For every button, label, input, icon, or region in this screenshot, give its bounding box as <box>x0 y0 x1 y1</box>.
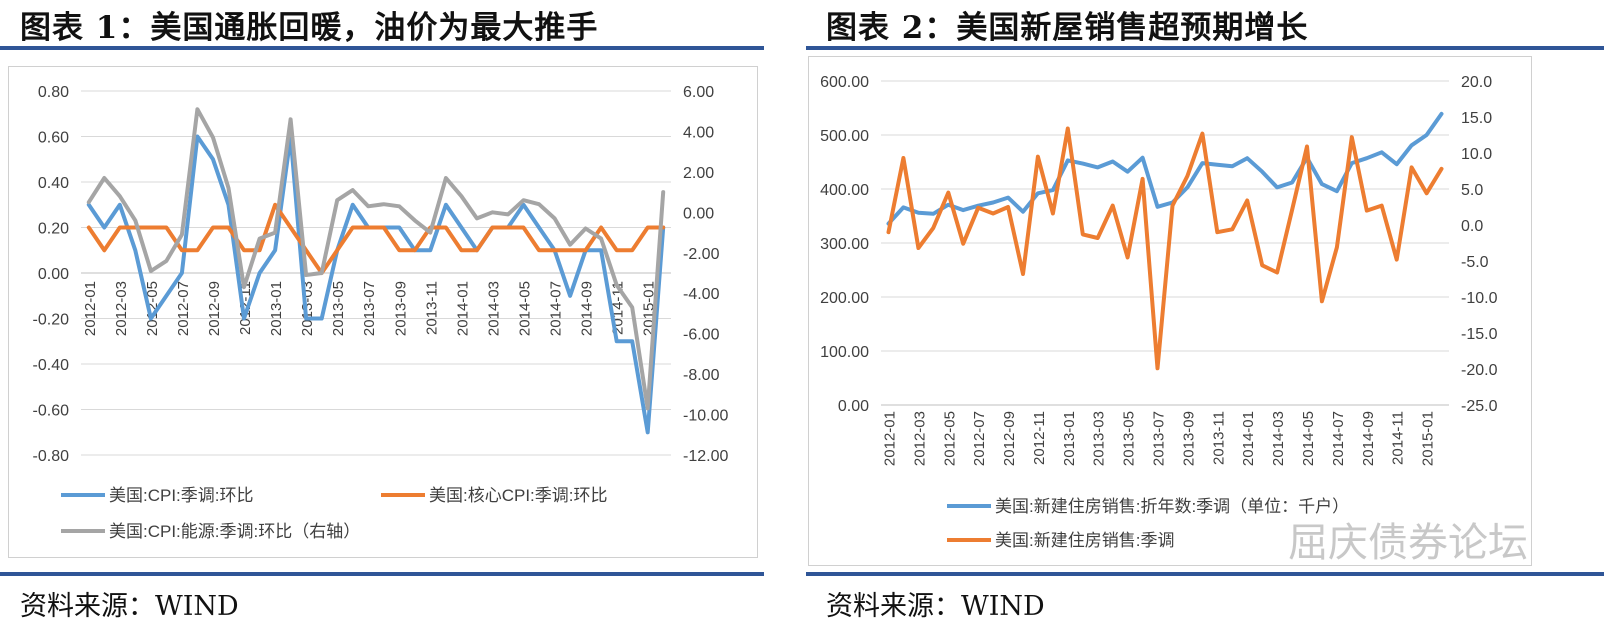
x-tick-label: 2013-05 <box>330 281 347 336</box>
y-right-tick-label: -12.00 <box>683 448 728 465</box>
y-right-tick-label: 5.0 <box>1461 182 1483 199</box>
x-tick-label: 2013-01 <box>268 281 285 336</box>
y-right-tick-label: -5.0 <box>1461 254 1489 271</box>
y-right-tick-label: -8.00 <box>683 367 720 384</box>
series-line-3 <box>86 107 666 411</box>
y-right-tick-label: 20.0 <box>1461 74 1492 91</box>
x-tick-label: 2014-03 <box>485 281 502 336</box>
chart-2-title: 图表 2：美国新屋销售超预期增长 <box>826 10 1309 46</box>
x-tick-label: 2014-03 <box>1270 411 1287 466</box>
x-tick-label: 2013-07 <box>1151 411 1168 466</box>
y-left-tick-label: 100.00 <box>820 344 869 361</box>
x-tick-label: 2014-01 <box>454 281 471 336</box>
x-tick-label: 2013-03 <box>1091 411 1108 466</box>
y-right-tick-label: -2.00 <box>683 246 720 263</box>
y-left-tick-label: -0.20 <box>33 312 70 329</box>
y-left-tick-label: 0.40 <box>38 175 69 192</box>
x-tick-label: 2014-01 <box>1240 411 1257 466</box>
x-tick-label: 2013-11 <box>1210 411 1227 465</box>
legend-label: 美国:CPI:能源:季调:环比（右轴） <box>109 522 360 541</box>
x-tick-label: 2013-05 <box>1121 411 1138 466</box>
y-left-tick-label: 0.00 <box>838 398 869 415</box>
x-tick-label: 2012-09 <box>1001 411 1018 466</box>
x-tick-label: 2013-11 <box>423 281 440 335</box>
x-tick-label: 2014-05 <box>1300 411 1317 466</box>
y-right-tick-label: -6.00 <box>683 327 720 344</box>
y-left-tick-label: -0.80 <box>33 448 70 465</box>
x-tick-label: 2012-11 <box>1031 411 1048 465</box>
y-right-tick-label: -10.0 <box>1461 290 1498 307</box>
x-tick-label: 2014-09 <box>1360 411 1377 466</box>
y-left-tick-label: 0.80 <box>38 84 69 101</box>
chart-1-svg: 0.80 0.60 0.40 0.20 0.00 -0.20 -0.40 -0.60 -0.80… <box>33 84 729 541</box>
legend-label: 美国:CPI:季调:环比 <box>109 486 254 505</box>
series-line-2 <box>886 126 1444 371</box>
x-tick-label: 2012-03 <box>113 281 130 336</box>
series-line-2 <box>86 202 666 275</box>
y-right-tick-label: 15.0 <box>1461 110 1492 127</box>
x-tick-label: 2014-07 <box>548 281 565 336</box>
y-left-tick-label: 0.00 <box>38 266 69 283</box>
y-right-tick-label: 6.00 <box>683 84 714 101</box>
chart-2-svg: 600.00500.00400.00300.00200.00100.000.00… <box>820 74 1498 550</box>
chart-1-source: 资料来源：WIND <box>20 591 239 622</box>
legend-label: 美国:新建住房销售:季调 <box>995 531 1174 550</box>
y-left-tick-label: 0.20 <box>38 221 69 238</box>
y-right-tick-label: 10.0 <box>1461 146 1492 163</box>
x-tick-label: 2013-09 <box>392 281 409 336</box>
title-rule <box>806 46 1604 50</box>
x-tick-label: 2012-01 <box>82 281 99 336</box>
x-tick-label: 2013-09 <box>1180 411 1197 466</box>
y-right-tick-label: 2.00 <box>683 165 714 182</box>
y-right-tick-label: -15.0 <box>1461 326 1498 343</box>
legend-label: 美国:核心CPI:季调:环比 <box>429 486 608 505</box>
y-right-tick-label: 4.00 <box>683 124 714 141</box>
y-left-tick-label: 200.00 <box>820 290 869 307</box>
x-tick-label: 2012-09 <box>206 281 223 336</box>
chart-1-title: 图表 1：美国通胀回暖，油价为最大推手 <box>20 10 599 46</box>
y-left-tick-label: 500.00 <box>820 128 869 145</box>
chart-2-source: 资料来源：WIND <box>826 591 1045 622</box>
y-left-tick-label: 600.00 <box>820 74 869 91</box>
y-right-tick-label: 0.00 <box>683 205 714 222</box>
x-tick-label: 2012-07 <box>175 281 192 336</box>
x-tick-label: 2012-05 <box>144 281 161 336</box>
x-tick-label: 2012-03 <box>911 411 928 466</box>
x-tick-label: 2013-01 <box>1061 411 1078 466</box>
chart-1-area: 0.80 0.60 0.40 0.20 0.00 -0.20 -0.40 -0.60 -0.80… <box>8 66 758 558</box>
x-tick-label: 2014-09 <box>579 281 596 336</box>
y-left-tick-label: 300.00 <box>820 236 869 253</box>
title-rule <box>0 46 764 50</box>
y-left-tick-label: 0.60 <box>38 130 69 147</box>
y-left-tick-label: -0.60 <box>33 403 70 420</box>
y-left-tick-label: 400.00 <box>820 182 869 199</box>
x-tick-label: 2014-11 <box>1390 411 1407 465</box>
x-tick-label: 2012-01 <box>881 411 898 466</box>
chart-2-area: 600.00 500.00 400.00 300.00 200.00 100.00 0.00… <box>808 56 1532 566</box>
x-tick-label: 2015-01 <box>1420 411 1437 466</box>
x-tick-label: 2014-07 <box>1330 411 1347 466</box>
footer-rule <box>806 572 1604 576</box>
y-right-tick-label: -10.00 <box>683 408 728 425</box>
chart-panel-2: 图表 2：美国新屋销售超预期增长 600.00 500.00 400.00 300.0… <box>806 0 1604 636</box>
y-left-tick-label: -0.40 <box>33 357 70 374</box>
x-tick-label: 2012-07 <box>971 411 988 466</box>
legend-label: 美国:新建住房销售:折年数:季调（单位：千户） <box>995 497 1349 516</box>
x-tick-label: 2014-05 <box>517 281 534 336</box>
y-right-tick-label: -4.00 <box>683 286 720 303</box>
x-tick-label: 2012-05 <box>941 411 958 466</box>
watermark: 屈庆债券论坛 <box>1288 520 1528 566</box>
chart-panel-1: 图表 1：美国通胀回暖，油价为最大推手 0.80 0.60 0.40 0.20 0.00… <box>0 0 784 636</box>
y-right-tick-label: -25.0 <box>1461 398 1498 415</box>
y-right-tick-label: -20.0 <box>1461 362 1498 379</box>
y-right-tick-label: 0.0 <box>1461 218 1483 235</box>
x-tick-label: 2013-07 <box>361 281 378 336</box>
footer-rule <box>0 572 764 576</box>
